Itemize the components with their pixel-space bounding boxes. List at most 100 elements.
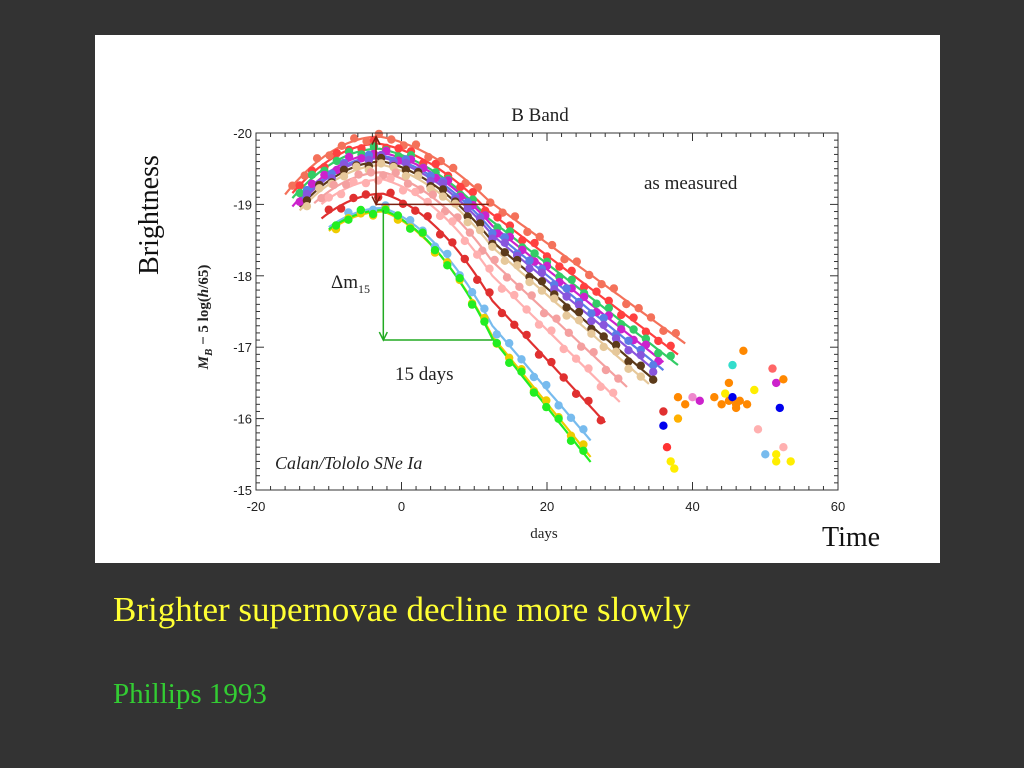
data-point: [587, 329, 596, 338]
data-point: [381, 205, 390, 214]
data-point: [779, 443, 788, 452]
time-label: Time: [822, 522, 881, 553]
data-point: [567, 266, 576, 275]
x-tick-label: 0: [398, 499, 405, 514]
data-point: [325, 151, 334, 160]
data-point: [374, 176, 383, 185]
data-point: [411, 187, 420, 197]
data-point: [443, 249, 452, 259]
data-point: [315, 184, 324, 193]
delta-m15-annotation: [371, 134, 493, 342]
x-axis-title: days: [530, 526, 558, 542]
data-point: [673, 393, 683, 402]
data-point: [463, 204, 472, 213]
data-point: [574, 316, 584, 325]
arrow-head-icon: [378, 331, 388, 342]
data-point: [671, 329, 680, 338]
data-point: [473, 250, 482, 259]
data-point: [624, 346, 633, 355]
data-point: [376, 159, 386, 168]
data-point: [435, 230, 445, 239]
data-point: [728, 360, 737, 370]
data-point: [772, 378, 781, 388]
data-point: [331, 221, 341, 230]
data-point: [571, 354, 581, 363]
data-point: [587, 309, 596, 318]
data-point: [391, 168, 400, 177]
data-point: [529, 388, 539, 397]
y-tick-label: -15: [233, 483, 252, 498]
data-point: [510, 320, 519, 329]
y-tick-label: -19: [233, 197, 252, 212]
data-point: [302, 189, 312, 199]
data-point: [624, 357, 633, 366]
data-point: [589, 348, 598, 357]
data-point: [695, 396, 704, 405]
data-point: [599, 320, 608, 330]
data-point: [529, 372, 539, 382]
data-point: [554, 414, 563, 423]
data-point: [423, 212, 432, 221]
data-point: [500, 248, 509, 257]
data-point: [604, 303, 613, 313]
data-point: [518, 236, 527, 245]
data-point: [572, 257, 581, 266]
data-point: [448, 217, 457, 226]
data-point: [502, 273, 512, 282]
data-point: [431, 159, 440, 169]
data-point: [562, 311, 571, 320]
data-point: [772, 450, 781, 459]
data-point: [542, 402, 551, 412]
data-point: [611, 340, 621, 350]
data-point: [666, 351, 675, 361]
data-point: [562, 292, 571, 301]
data-point: [624, 364, 633, 373]
data-point: [438, 192, 448, 201]
data-point: [513, 261, 522, 270]
data-point: [666, 457, 675, 466]
data-point: [500, 238, 509, 247]
data-point: [609, 388, 618, 397]
data-point: [739, 346, 748, 355]
data-point: [614, 374, 623, 383]
data-point: [641, 340, 651, 349]
data-point: [448, 238, 457, 247]
data-point: [534, 320, 544, 329]
data-point: [522, 330, 531, 340]
data-point: [547, 326, 556, 335]
data-point: [505, 358, 514, 367]
data-point: [473, 275, 482, 284]
data-point: [584, 364, 593, 373]
data-point: [523, 227, 532, 237]
data-point: [467, 288, 477, 297]
data-point: [550, 294, 559, 303]
arrow-head-icon: [371, 134, 381, 145]
data-point: [449, 163, 458, 173]
delta-m15-subscript: 15: [358, 282, 370, 296]
data-point: [601, 365, 611, 375]
y-tick-label: -17: [233, 340, 252, 355]
data-point: [649, 361, 658, 370]
data-point: [350, 134, 359, 143]
data-point: [596, 416, 605, 425]
points-layer: [288, 129, 680, 455]
data-point: [357, 144, 366, 153]
data-point: [357, 154, 366, 163]
data-point: [554, 401, 563, 410]
delta-m15-label: Δm15: [331, 272, 370, 296]
data-point: [349, 193, 358, 203]
data-point: [649, 375, 658, 384]
data-point: [435, 211, 445, 221]
data-point: [295, 181, 304, 190]
data-point: [622, 299, 631, 309]
data-point: [398, 186, 408, 195]
data-point: [438, 179, 448, 188]
data-point: [552, 314, 561, 323]
data-point: [539, 309, 549, 318]
data-point: [354, 170, 363, 179]
data-point: [342, 180, 351, 189]
data-point: [510, 290, 519, 300]
data-point: [585, 270, 594, 280]
data-point: [475, 225, 485, 235]
data-point: [324, 193, 333, 202]
